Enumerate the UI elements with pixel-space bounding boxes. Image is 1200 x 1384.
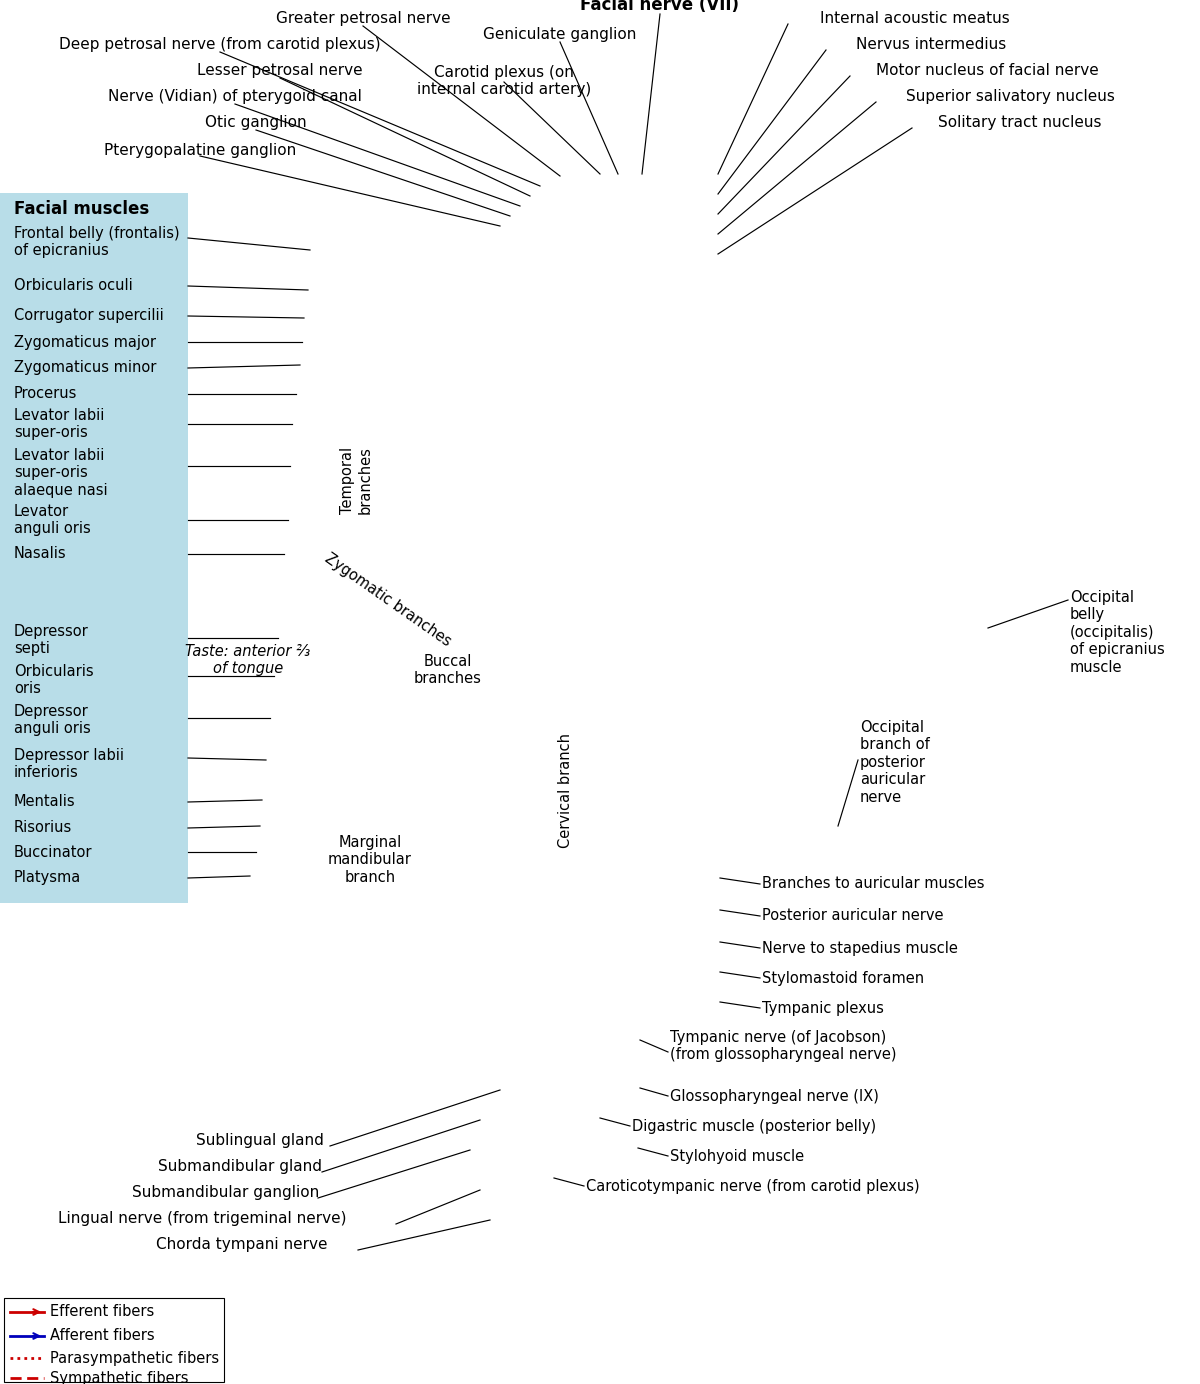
Text: Lingual nerve (from trigeminal nerve): Lingual nerve (from trigeminal nerve) — [58, 1211, 347, 1226]
Text: Facial nerve (VII): Facial nerve (VII) — [581, 0, 739, 14]
Text: Stylohyoid muscle: Stylohyoid muscle — [670, 1149, 804, 1164]
Text: Pterygopalatine ganglion: Pterygopalatine ganglion — [104, 143, 296, 158]
Text: Zygomaticus minor: Zygomaticus minor — [14, 360, 156, 375]
Text: Cervical branch: Cervical branch — [558, 732, 574, 847]
Text: Sublingual gland: Sublingual gland — [196, 1133, 324, 1147]
Text: Nervus intermedius: Nervus intermedius — [856, 37, 1007, 53]
Text: Temporal
branches: Temporal branches — [340, 446, 372, 513]
Text: Depressor
anguli oris: Depressor anguli oris — [14, 704, 91, 736]
Text: Tympanic nerve (of Jacobson)
(from glossopharyngeal nerve): Tympanic nerve (of Jacobson) (from gloss… — [670, 1030, 896, 1062]
Text: Orbicularis oculi: Orbicularis oculi — [14, 278, 133, 293]
Text: Occipital
belly
(occipitalis)
of epicranius
muscle: Occipital belly (occipitalis) of epicran… — [1070, 590, 1165, 674]
Text: Corrugator supercilii: Corrugator supercilii — [14, 309, 163, 322]
Text: Buccinator: Buccinator — [14, 846, 92, 859]
Text: Occipital
branch of
posterior
auricular
nerve: Occipital branch of posterior auricular … — [860, 720, 930, 804]
Text: Carotid plexus (on
internal carotid artery): Carotid plexus (on internal carotid arte… — [416, 65, 592, 97]
Text: Depressor labii
inferioris: Depressor labii inferioris — [14, 747, 124, 781]
Text: Internal acoustic meatus: Internal acoustic meatus — [820, 11, 1009, 26]
Text: Parasympathetic fibers: Parasympathetic fibers — [50, 1351, 220, 1366]
Text: Frontal belly (frontalis)
of epicranius: Frontal belly (frontalis) of epicranius — [14, 226, 180, 259]
Text: Levator labii
super­oris: Levator labii super­oris — [14, 408, 104, 440]
Text: Posterior auricular nerve: Posterior auricular nerve — [762, 908, 943, 923]
Text: Nasalis: Nasalis — [14, 547, 67, 561]
Text: Superior salivatory nucleus: Superior salivatory nucleus — [906, 89, 1115, 104]
Text: Orbicularis
oris: Orbicularis oris — [14, 664, 94, 696]
Text: Chorda tympani nerve: Chorda tympani nerve — [156, 1237, 328, 1253]
Text: Greater petrosal nerve: Greater petrosal nerve — [276, 11, 450, 26]
Text: Submandibular gland: Submandibular gland — [158, 1158, 322, 1174]
Text: Geniculate ganglion: Geniculate ganglion — [484, 28, 637, 42]
Text: Otic ganglion: Otic ganglion — [205, 115, 307, 130]
Text: Lesser petrosal nerve: Lesser petrosal nerve — [197, 64, 362, 78]
Text: Digastric muscle (posterior belly): Digastric muscle (posterior belly) — [632, 1118, 876, 1133]
Text: Platysma: Platysma — [14, 871, 82, 884]
Text: Glossopharyngeal nerve (IX): Glossopharyngeal nerve (IX) — [670, 1088, 878, 1103]
Text: Marginal
mandibular
branch: Marginal mandibular branch — [328, 835, 412, 884]
Text: Sympathetic fibers: Sympathetic fibers — [50, 1370, 188, 1384]
Text: Afferent fibers: Afferent fibers — [50, 1329, 155, 1344]
Text: Efferent fibers: Efferent fibers — [50, 1305, 155, 1319]
Text: Nerve to stapedius muscle: Nerve to stapedius muscle — [762, 941, 958, 955]
Text: Branches to auricular muscles: Branches to auricular muscles — [762, 876, 984, 891]
Bar — [0, 192, 188, 902]
Text: Facial muscles: Facial muscles — [14, 201, 149, 219]
Text: Levator labii
super­oris
alaeque nasi: Levator labii super­oris alaeque nasi — [14, 448, 108, 498]
Text: Deep petrosal nerve (from carotid plexus): Deep petrosal nerve (from carotid plexus… — [59, 37, 380, 53]
Text: Tympanic plexus: Tympanic plexus — [762, 1001, 884, 1016]
Text: Taste: anterior ⅔
of tongue: Taste: anterior ⅔ of tongue — [186, 644, 311, 677]
Text: Mentalis: Mentalis — [14, 794, 76, 810]
Text: Zygomatic branches: Zygomatic branches — [322, 551, 454, 649]
Text: Levator
anguli oris: Levator anguli oris — [14, 504, 91, 537]
Text: Buccal
branches: Buccal branches — [414, 653, 482, 686]
Text: Depressor
septi: Depressor septi — [14, 624, 89, 656]
Text: Caroticotympanic nerve (from carotid plexus): Caroticotympanic nerve (from carotid ple… — [586, 1179, 919, 1193]
Text: Procerus: Procerus — [14, 386, 77, 401]
Bar — [4, 1298, 224, 1383]
Text: Stylomastoid foramen: Stylomastoid foramen — [762, 970, 924, 985]
Text: Motor nucleus of facial nerve: Motor nucleus of facial nerve — [876, 64, 1099, 78]
Text: Zygomaticus major: Zygomaticus major — [14, 335, 156, 350]
Text: Nerve (Vidian) of pterygoid canal: Nerve (Vidian) of pterygoid canal — [108, 89, 362, 104]
Text: Solitary tract nucleus: Solitary tract nucleus — [938, 115, 1102, 130]
Text: Submandibular ganglion: Submandibular ganglion — [132, 1185, 319, 1200]
Text: Risorius: Risorius — [14, 819, 72, 835]
